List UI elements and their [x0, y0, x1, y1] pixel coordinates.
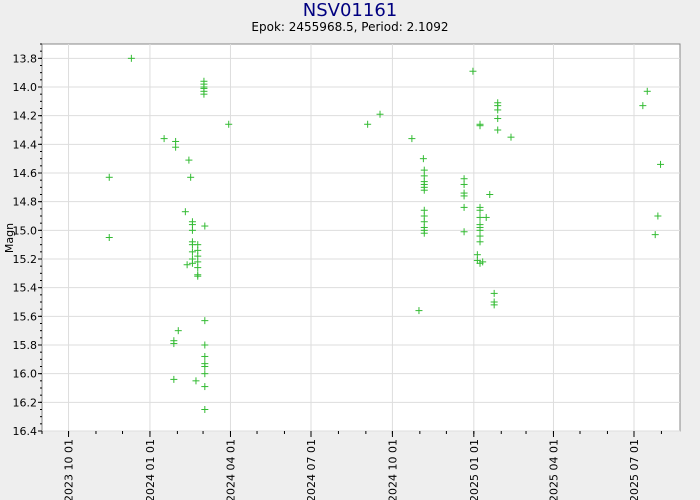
data-point	[651, 231, 659, 239]
y-tick-label: 15.8	[13, 339, 38, 352]
data-point	[469, 67, 477, 75]
data-point	[225, 120, 233, 128]
data-point	[476, 122, 484, 130]
data-point	[657, 160, 665, 168]
data-point	[172, 143, 180, 151]
y-tick-label: 14.8	[13, 196, 38, 209]
y-tick-label: 16.0	[13, 368, 38, 381]
y-tick-label: 14.2	[13, 110, 38, 123]
data-point	[419, 155, 427, 163]
y-tick-label: 15.6	[13, 310, 38, 323]
data-point	[185, 156, 193, 164]
data-point	[194, 264, 202, 272]
data-point	[654, 212, 662, 220]
data-point	[192, 377, 200, 385]
y-tick-label: 15.2	[13, 253, 38, 266]
data-point	[482, 213, 490, 221]
data-point	[494, 106, 502, 114]
data-point	[476, 238, 484, 246]
data-point	[408, 135, 416, 143]
data-point	[201, 341, 209, 349]
data-point	[494, 126, 502, 134]
x-tick-label: 2024 07 01	[305, 439, 318, 500]
chart-subtitle: Epok: 2455968.5, Period: 2.1092	[251, 20, 449, 34]
y-axis: 13.8 14.0 14.2 14.4 14.6 14.8 15.0 15.2 15.4 15.6…	[13, 43, 42, 438]
data-point	[507, 133, 515, 141]
data-point	[127, 54, 135, 62]
x-tick-label: 2025 07 01	[628, 439, 641, 500]
data-point	[200, 90, 208, 98]
data-point	[170, 375, 178, 383]
data-points	[105, 54, 665, 413]
data-point	[490, 289, 498, 297]
data-point	[420, 186, 428, 194]
data-point	[415, 307, 423, 315]
x-tick-label: 2025 01 01	[468, 439, 481, 500]
data-point	[364, 120, 372, 128]
data-point	[490, 301, 498, 309]
data-point	[174, 327, 182, 335]
grid-lines	[42, 44, 680, 432]
data-point	[170, 340, 178, 348]
x-axis: 2023 10 01 2024 01 01 2024 04 01 2024 07 01…	[41, 431, 662, 500]
chart-title: NSV01161	[302, 0, 398, 21]
x-tick-label: 2024 01 01	[144, 439, 157, 500]
y-tick-label: 16.4	[13, 425, 38, 438]
data-point	[420, 229, 428, 237]
data-point	[486, 191, 494, 198]
data-point	[476, 213, 484, 221]
data-point	[188, 226, 196, 234]
data-point	[639, 102, 647, 110]
data-point	[460, 203, 468, 211]
x-tick-label: 2024 04 01	[224, 439, 237, 500]
data-point	[201, 383, 209, 391]
data-point	[376, 110, 384, 118]
y-tick-label: 15.0	[13, 224, 38, 237]
data-point	[460, 192, 468, 200]
data-point	[188, 259, 196, 267]
data-point	[201, 406, 209, 413]
data-point	[181, 208, 189, 216]
x-tick-label: 2023 10 01	[63, 439, 76, 500]
data-point	[160, 135, 168, 143]
data-point	[460, 180, 468, 188]
y-axis-label: Magn	[3, 223, 16, 253]
plot-area	[41, 43, 681, 432]
y-tick-label: 15.4	[13, 282, 38, 295]
data-point	[479, 258, 487, 266]
data-point	[460, 228, 468, 236]
x-tick-label: 2025 04 01	[547, 439, 560, 500]
data-point	[201, 363, 209, 370]
data-point	[476, 206, 484, 214]
data-point	[183, 261, 191, 269]
data-point	[201, 352, 209, 360]
y-tick-label: 16.2	[13, 396, 38, 409]
data-point	[201, 317, 209, 325]
y-tick-label: 14.0	[13, 81, 38, 94]
data-point	[643, 87, 651, 95]
data-point	[201, 222, 209, 230]
data-point	[105, 173, 113, 181]
data-point	[188, 248, 196, 256]
data-point	[194, 272, 202, 280]
y-tick-label: 13.8	[13, 52, 38, 65]
x-tick-label: 2024 10 01	[386, 439, 399, 500]
y-tick-label: 14.6	[13, 167, 38, 180]
data-point	[494, 115, 502, 123]
data-point	[201, 370, 209, 378]
y-tick-label: 14.4	[13, 138, 38, 151]
data-point	[187, 173, 195, 181]
data-point	[105, 234, 113, 241]
